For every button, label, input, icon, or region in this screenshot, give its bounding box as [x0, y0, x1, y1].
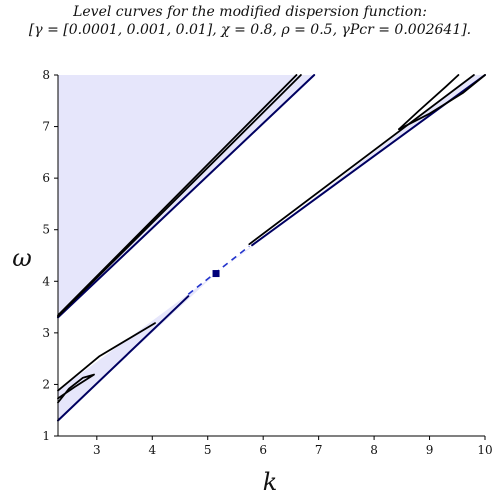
- level-curve-8: [398, 74, 460, 131]
- level-curve-4: [57, 322, 156, 392]
- y-tick-label: 3: [42, 326, 50, 340]
- x-tick-label: 5: [204, 443, 212, 457]
- chart-title: Level curves for the modified dispersion…: [73, 4, 427, 20]
- chart-subtitle: [γ = [0.0001, 0.001, 0.01], χ = 0.8, ρ =…: [28, 22, 472, 38]
- y-tick-label: 7: [42, 120, 50, 134]
- x-tick-label: 9: [426, 443, 434, 457]
- level-curve-9: [398, 74, 486, 131]
- level-curve-7: [248, 74, 475, 246]
- y-tick-label: 5: [42, 223, 50, 237]
- x-tick-label: 3: [93, 443, 101, 457]
- level-curve-2: [57, 74, 298, 317]
- filled-regions: [58, 75, 485, 421]
- level-curve-3: [57, 295, 190, 422]
- level-curves: [57, 74, 486, 422]
- x-tick-label: 7: [315, 443, 323, 457]
- y-tick-label: 4: [42, 274, 50, 288]
- y-tick-label: 1: [42, 429, 50, 443]
- axes: [57, 75, 485, 437]
- level-curve-1: [57, 74, 302, 318]
- ticks: 3 4 5 6 7 8 9 10 1 2 3 4 5 6 7 8: [42, 68, 492, 457]
- level-curve-5: [57, 373, 95, 404]
- y-axis-label: ω: [12, 244, 32, 272]
- y-tick-label: 6: [42, 171, 50, 185]
- critical-point-marker: [212, 270, 220, 278]
- x-axis-label: k: [263, 468, 278, 496]
- level-curve-0: [57, 74, 316, 319]
- x-tick-label: 4: [148, 443, 156, 457]
- y-tick-label: 8: [42, 68, 50, 82]
- x-tick-label: 10: [477, 443, 492, 457]
- x-tick-label: 6: [259, 443, 267, 457]
- y-tick-label: 2: [42, 377, 50, 391]
- x-tick-label: 8: [370, 443, 378, 457]
